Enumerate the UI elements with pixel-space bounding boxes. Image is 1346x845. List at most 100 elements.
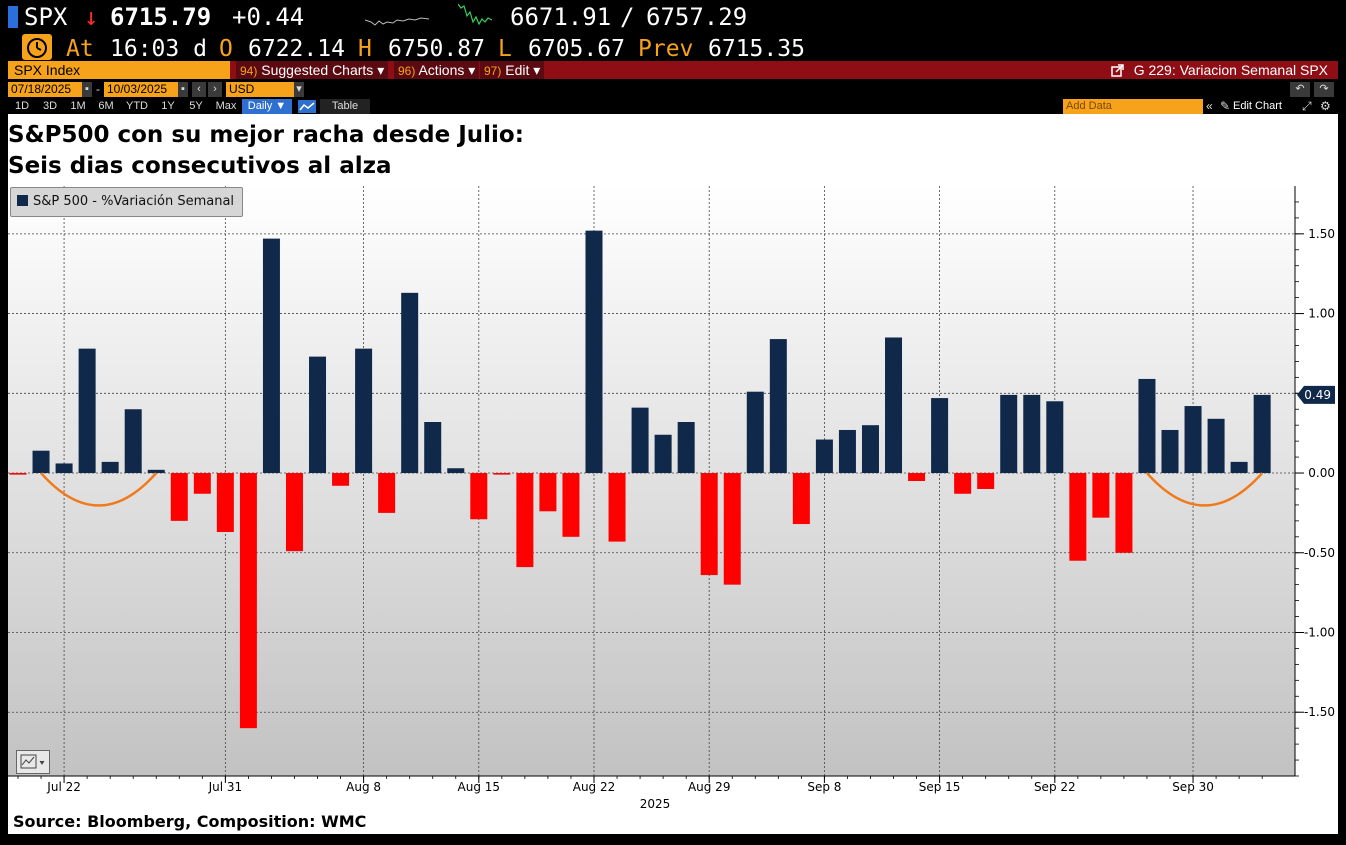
chart-title-link[interactable]: G 229: Variacion Semanal SPX [1111,61,1328,79]
bar[interactable] [585,230,603,474]
bar[interactable] [124,409,142,474]
range-6m-button[interactable]: 6M [98,100,114,112]
start-date-field[interactable]: 07/18/2025 [8,82,82,97]
bar[interactable] [700,473,718,576]
bar[interactable] [239,473,257,729]
bar[interactable] [723,473,741,585]
bar[interactable] [1023,394,1041,474]
line-chart-icon[interactable] [298,100,316,113]
down-arrow-icon: ↓ [84,3,99,31]
bar[interactable] [977,473,995,489]
security-field[interactable]: SPX Index [8,61,230,79]
bar[interactable] [378,473,396,513]
currency-field[interactable]: USD [226,82,294,97]
bar[interactable] [170,473,188,521]
bar[interactable] [355,348,373,474]
bar[interactable] [1000,394,1018,474]
bar[interactable] [55,463,73,474]
currency-dropdown-icon[interactable]: ▾ [294,82,304,97]
y-tick-label: 1.00 [1308,307,1335,321]
date-range-row: 07/18/2025 ▪ - 10/03/2025 ▪ ‹ › USD ▾ ↶ … [8,82,1338,97]
bar[interactable] [746,391,764,474]
range-ytd-button[interactable]: YTD [126,100,148,112]
add-data-input[interactable]: Add Data [1063,99,1203,114]
chart-type-button[interactable] [16,750,50,774]
next-period-icon[interactable]: › [208,82,222,97]
headline-line-2: Seis dias consecutivos al alza [8,153,392,179]
bar[interactable] [101,461,119,474]
bar[interactable] [216,473,234,533]
actions-button[interactable]: 96) Actions ▾ [394,61,480,79]
range-5y-button[interactable]: 5Y [189,100,203,112]
undo-icon[interactable]: ↶ [1290,82,1310,97]
bar[interactable] [470,473,488,520]
x-tick-label: Sep 30 [1172,780,1214,794]
bar[interactable] [654,434,672,474]
collapse-icon[interactable]: « [1206,99,1213,113]
bar-chart[interactable]: 1.501.000.500.00-0.50-1.00-1.500.49 Jul … [8,186,1338,812]
bar[interactable] [424,422,442,474]
bar[interactable] [1092,473,1110,518]
chart-legend[interactable]: S&P 500 - %Variación Semanal [10,187,244,217]
bar[interactable] [1207,418,1225,474]
bar[interactable] [539,473,557,512]
bar[interactable] [401,292,419,474]
prev-period-icon[interactable]: ‹ [192,82,206,97]
gear-icon[interactable]: ⚙ [1320,99,1331,113]
bar[interactable] [147,469,165,474]
bar[interactable] [1184,406,1202,474]
table-button[interactable]: Table [320,99,370,114]
range-1y-button[interactable]: 1Y [161,100,175,112]
suggested-charts-button[interactable]: 94) Suggested Charts ▾ [236,61,389,79]
bar[interactable] [1230,461,1248,474]
range-3d-button[interactable]: 3D [42,100,58,112]
edit-button[interactable]: 97) Edit ▾ [480,61,545,79]
bar[interactable] [493,473,511,475]
periodicity-dropdown[interactable]: Daily ▼ [242,99,292,114]
intraday-sparkline-icon [365,17,429,26]
range-max-button[interactable]: Max [215,100,237,112]
range-1d-button[interactable]: 1D [14,100,30,112]
bar[interactable] [309,356,327,474]
suggested-charts-number: 94) [240,64,258,78]
bar[interactable] [677,422,695,474]
bar[interactable] [861,425,879,474]
bar[interactable] [1161,429,1179,474]
bar[interactable] [193,473,211,494]
bar[interactable] [262,238,280,474]
redo-icon[interactable]: ↷ [1314,82,1334,97]
bar[interactable] [332,473,350,486]
bar[interactable] [1138,378,1156,474]
actions-label: Actions ▾ [418,62,476,78]
bar[interactable] [1253,394,1271,474]
bar[interactable] [885,337,903,474]
bar[interactable] [9,473,27,475]
bar[interactable] [631,407,649,474]
bar[interactable] [1046,401,1064,474]
bar[interactable] [285,473,303,552]
bar[interactable] [78,348,96,474]
bar[interactable] [1115,473,1133,553]
bar[interactable] [815,439,833,474]
ticker-symbol[interactable]: SPX [24,3,68,31]
bar[interactable] [608,473,626,542]
end-date-field[interactable]: 10/03/2025 [104,82,178,97]
resize-icon[interactable]: ⤢ [1302,99,1312,113]
edit-chart-button[interactable]: Edit Chart [1233,100,1282,112]
bar[interactable] [1069,473,1087,561]
bar[interactable] [792,473,810,525]
low-value: 6705.67 [528,36,625,62]
bar[interactable] [769,339,787,474]
bar[interactable] [931,398,949,474]
bar[interactable] [516,473,534,568]
last-value-badge [1297,385,1335,404]
end-calendar-icon[interactable]: ▪ [178,82,188,97]
range-1m-button[interactable]: 1M [70,100,86,112]
bar[interactable] [562,473,580,537]
bar[interactable] [954,473,972,494]
bar[interactable] [908,473,926,481]
bar[interactable] [447,468,465,474]
start-calendar-icon[interactable]: ▪ [82,82,92,97]
bar[interactable] [838,429,856,474]
bar[interactable] [32,450,50,474]
